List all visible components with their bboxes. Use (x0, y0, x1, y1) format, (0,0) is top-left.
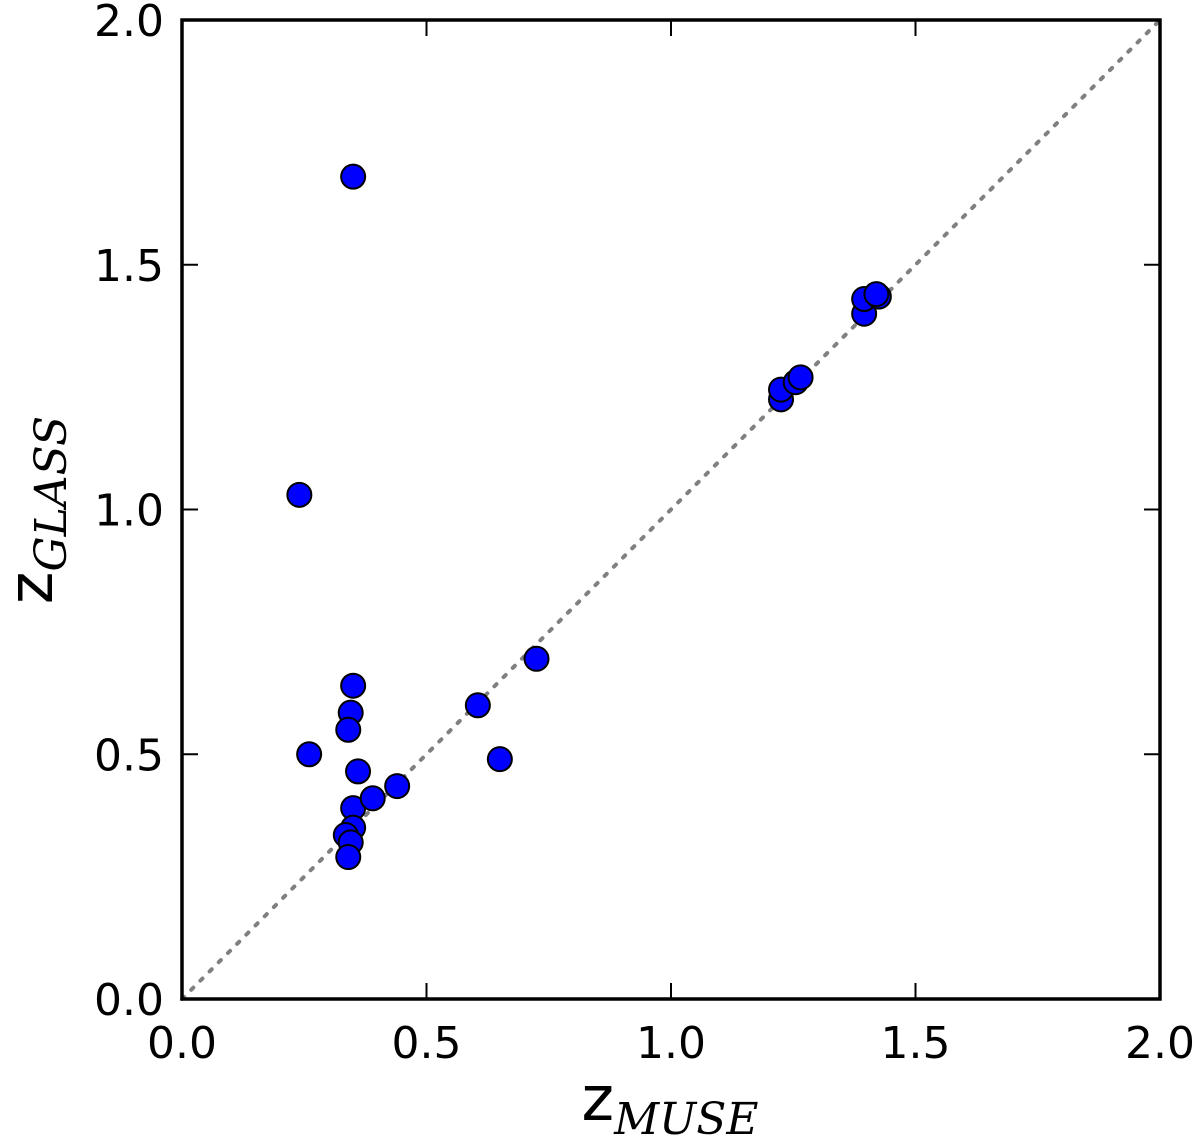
data-point-2 (296, 741, 323, 768)
x-axis-label: zMUSE (582, 1062, 759, 1137)
y-tick-labels: 0.0 0.5 1.0 1.5 2.0 (94, 0, 164, 1026)
ticks-layer (181, 19, 1161, 1000)
y-tick-label-2: 1.0 (94, 486, 164, 537)
y-tick-label-4: 2.0 (94, 0, 164, 47)
x-tick-label-1: 0.5 (392, 1018, 462, 1069)
one-to-one-reference-line (180, 18, 1162, 1001)
data-point-13 (384, 773, 411, 800)
x-tick-label-4: 2.0 (1125, 1018, 1195, 1069)
data-point-15 (486, 746, 513, 773)
data-points-layer (286, 163, 892, 871)
y-tick-label-1: 0.5 (94, 730, 164, 781)
y-axis-label: zGLASS (0, 416, 77, 604)
data-point-0 (340, 163, 367, 190)
x-tick-labels: 0.0 0.5 1.0 1.5 2.0 (147, 1018, 1195, 1069)
data-point-6 (345, 758, 372, 785)
data-point-20 (787, 364, 814, 391)
data-point-16 (523, 645, 550, 672)
x-tick-label-0: 0.0 (147, 1018, 217, 1069)
data-point-3 (340, 672, 367, 699)
data-point-11 (335, 844, 362, 871)
data-point-24 (863, 281, 890, 308)
x-tick-label-3: 1.5 (881, 1018, 951, 1069)
x-tick-label-2: 1.0 (636, 1018, 706, 1069)
y-tick-label-0: 0.0 (94, 975, 164, 1026)
data-point-12 (359, 785, 386, 812)
y-tick-label-3: 1.5 (94, 241, 164, 292)
data-point-14 (464, 692, 491, 719)
data-point-5 (335, 716, 362, 743)
reference-line-layer (180, 18, 1162, 1001)
data-point-1 (286, 481, 313, 508)
